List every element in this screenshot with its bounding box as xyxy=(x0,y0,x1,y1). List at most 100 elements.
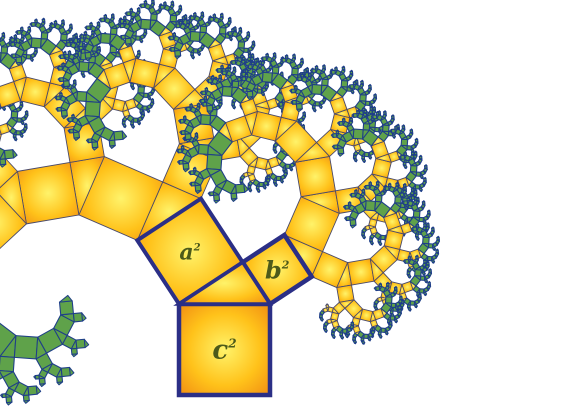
leaf-square xyxy=(359,94,367,102)
branch-triangle xyxy=(118,19,122,24)
branch-triangle xyxy=(353,341,357,345)
leaf-square xyxy=(78,61,90,73)
branch-triangle xyxy=(199,90,203,96)
branch-triangle xyxy=(158,5,162,10)
branch-triangle xyxy=(148,97,152,101)
leaf-square xyxy=(271,66,280,74)
leaf-square xyxy=(197,143,209,155)
branch-triangle xyxy=(140,40,144,44)
branch-triangle xyxy=(363,185,367,190)
branch-triangle xyxy=(354,79,359,82)
branch-triangle xyxy=(83,338,90,349)
branch-triangle xyxy=(182,136,186,142)
branch-triangle xyxy=(325,303,329,306)
branch-triangle xyxy=(413,188,418,192)
branch-triangle xyxy=(74,32,78,35)
branch-triangle xyxy=(246,64,250,70)
branch-triangle xyxy=(218,74,222,77)
branch-triangle xyxy=(347,201,352,204)
leaf-square xyxy=(76,90,88,102)
branch-triangle xyxy=(49,21,53,25)
branch-triangle xyxy=(61,115,68,120)
branch-triangle xyxy=(324,330,328,333)
branch-triangle xyxy=(431,226,435,229)
leaf-square xyxy=(340,79,349,88)
branch-triangle xyxy=(14,138,18,142)
branch-triangle xyxy=(418,293,422,296)
branch-triangle xyxy=(206,110,214,115)
branch-triangle xyxy=(131,87,135,91)
branch-triangle xyxy=(369,106,373,109)
branch-triangle xyxy=(123,125,127,129)
branch-triangle xyxy=(111,13,115,16)
branch-triangle xyxy=(198,53,202,57)
branch-triangle xyxy=(260,56,264,62)
branch-triangle xyxy=(225,66,229,70)
branch-triangle xyxy=(433,248,436,251)
branch-triangle xyxy=(239,72,243,77)
branch-triangle xyxy=(220,12,224,15)
branch-triangle xyxy=(423,222,427,225)
leaf-square xyxy=(99,32,112,44)
branch-triangle xyxy=(401,200,405,206)
leaf-square xyxy=(27,385,38,396)
leaf-square xyxy=(382,124,390,133)
branch-triangle xyxy=(335,129,339,132)
branch-triangle xyxy=(432,261,436,264)
branch-triangle xyxy=(413,195,418,199)
leaf-square xyxy=(3,149,15,160)
branch-triangle xyxy=(391,114,395,117)
branch-triangle xyxy=(191,56,195,60)
branch-triangle xyxy=(428,268,432,271)
branch-triangle xyxy=(55,107,59,112)
branch-triangle xyxy=(371,112,375,116)
branch-triangle xyxy=(254,57,258,61)
branch-triangle xyxy=(395,181,399,185)
branch-triangle xyxy=(383,186,386,192)
branch-triangle xyxy=(82,75,86,79)
branch-triangle xyxy=(226,31,230,36)
branch-triangle xyxy=(124,11,128,17)
branch-triangle xyxy=(151,0,155,2)
branch-triangle xyxy=(249,59,254,63)
branch-triangle xyxy=(39,383,46,388)
leaf-square xyxy=(221,85,233,97)
branch-triangle xyxy=(383,184,388,187)
branch-triangle xyxy=(363,108,368,111)
branch-triangle xyxy=(387,182,392,185)
branch-triangle xyxy=(241,55,246,58)
branch-triangle xyxy=(121,130,128,140)
branch-triangle xyxy=(175,148,179,154)
branch-triangle xyxy=(59,91,63,95)
branch-triangle xyxy=(394,125,398,128)
branch-triangle xyxy=(218,98,223,101)
branch-triangle xyxy=(363,160,366,164)
leaf-square xyxy=(0,46,9,54)
branch-triangle xyxy=(233,26,237,29)
branch-triangle xyxy=(79,49,83,54)
branch-triangle xyxy=(373,93,377,96)
branch-triangle xyxy=(58,54,62,60)
branch-triangle xyxy=(435,248,439,251)
branch-triangle xyxy=(13,38,18,41)
branch-triangle xyxy=(147,110,151,114)
branch-triangle xyxy=(69,23,73,26)
branch-triangle xyxy=(362,236,366,240)
leaf-square xyxy=(60,366,71,378)
branch-triangle xyxy=(240,70,244,73)
branch-triangle xyxy=(257,190,261,194)
branch-triangle xyxy=(8,42,12,47)
branch-triangle xyxy=(337,121,340,126)
branch-triangle xyxy=(354,159,358,163)
branch-triangle xyxy=(292,53,296,56)
leaf-square xyxy=(237,41,246,49)
branch-triangle xyxy=(9,35,13,39)
branch-triangle xyxy=(375,180,380,183)
leaf-square xyxy=(109,27,118,36)
branch-triangle xyxy=(203,95,207,98)
leaf-square xyxy=(137,86,145,94)
leaf-square xyxy=(291,67,299,76)
branch-triangle xyxy=(334,66,338,69)
branch-triangle xyxy=(313,109,317,113)
